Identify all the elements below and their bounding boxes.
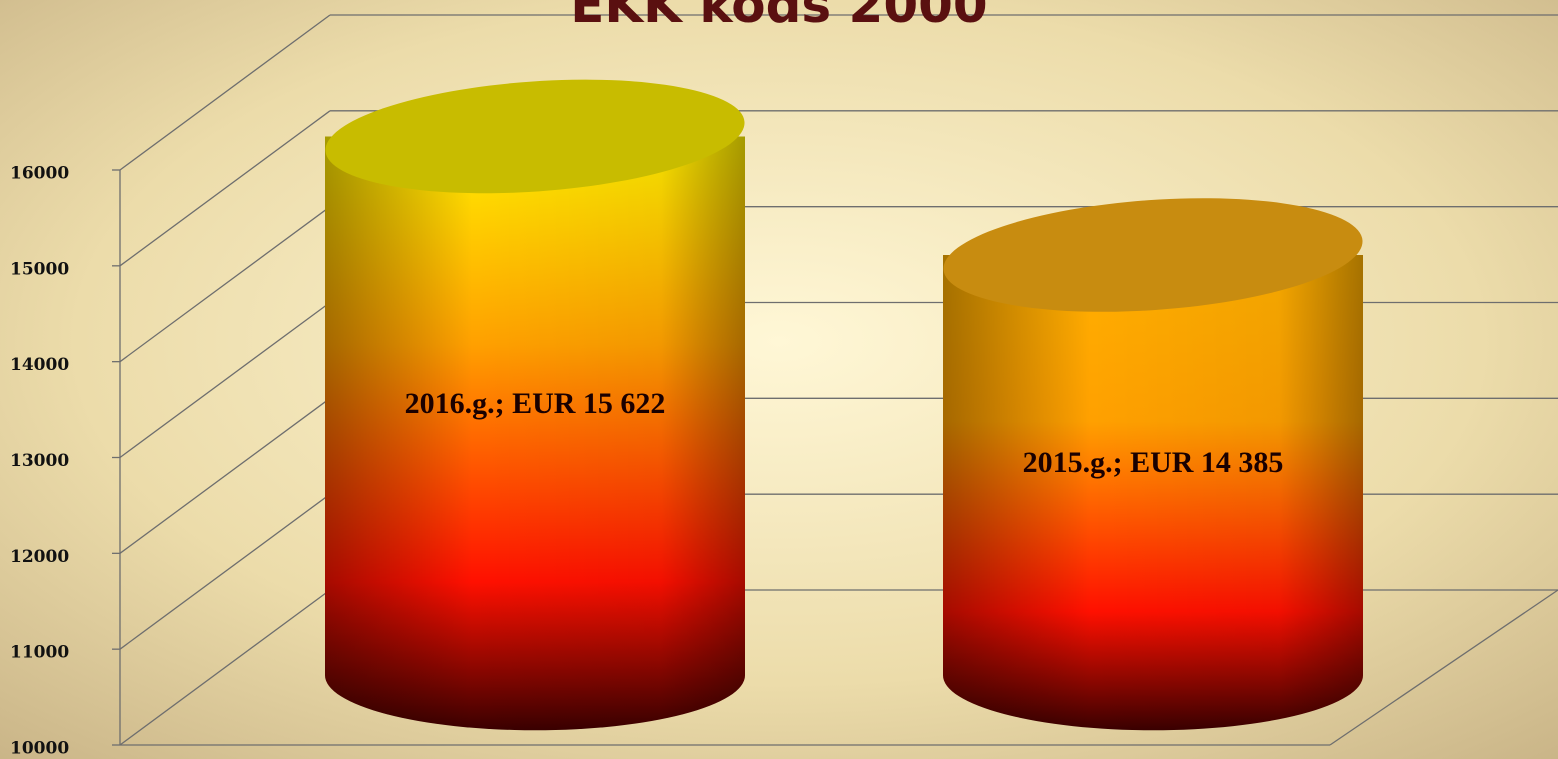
floor-edge [1329, 589, 1558, 746]
data-label: 2015.g.; EUR 14 385 [1023, 446, 1284, 479]
grid-line [119, 14, 331, 171]
cylinder [325, 79, 745, 731]
y-tick-label: 12000 [10, 547, 69, 567]
cylinder [943, 198, 1363, 731]
y-tick-label: 14000 [10, 355, 69, 375]
grid-line [119, 110, 331, 267]
cylinder-shade [325, 136, 745, 731]
grid-line [119, 301, 331, 459]
grid-line [119, 206, 331, 363]
grid-line [119, 493, 331, 650]
data-label: 2016.g.; EUR 15 622 [405, 387, 666, 420]
cylinder-shade [943, 255, 1363, 731]
y-tick-label: 16000 [10, 164, 69, 184]
cylinder-top [943, 198, 1363, 312]
y-tick-label: 10000 [10, 739, 69, 759]
y-tick-label: 11000 [10, 643, 69, 663]
cylinder-top [325, 79, 745, 194]
y-tick-label: 15000 [10, 259, 69, 279]
grid-line [119, 397, 331, 554]
chart-title: EKK kods 2000 [570, 0, 987, 34]
y-tick-label: 13000 [10, 451, 69, 471]
grid-line [119, 589, 331, 746]
